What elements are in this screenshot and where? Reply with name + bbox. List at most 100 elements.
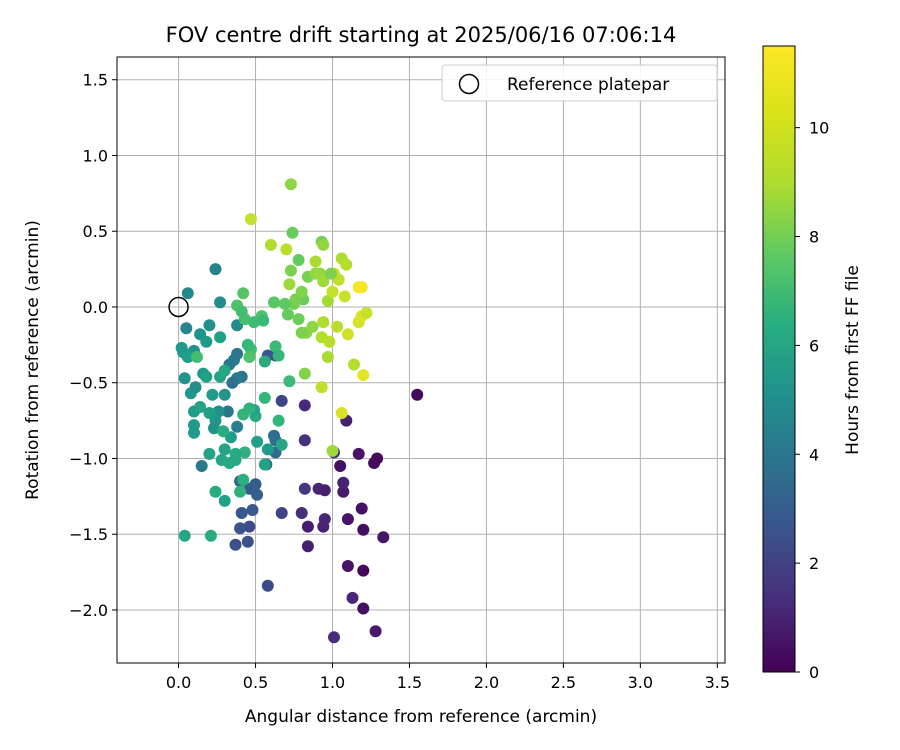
data-point [218,494,231,507]
data-point [360,307,373,319]
data-point [235,305,248,318]
data-point [335,407,348,419]
x-tick-label: 1.5 [397,673,422,692]
data-point [298,367,311,380]
data-point [229,538,242,551]
data-point [208,422,220,435]
data-point [257,314,270,327]
colorbar-tick-label: 0 [809,663,819,682]
data-point [275,438,288,451]
data-point [355,502,368,515]
data-point [237,287,250,300]
data-point [238,446,251,459]
data-point [212,405,225,418]
data-point [357,369,370,382]
data-point [231,420,244,433]
data-point [268,296,280,309]
x-tick-label: 2.0 [474,673,499,692]
y-tick-label: 1.5 [83,71,108,90]
x-tick-label: 3.5 [705,673,730,692]
data-point [328,631,340,644]
data-point [229,447,242,460]
data-point [377,531,390,544]
data-point [352,447,365,460]
x-axis-ticks: 0.0 0.5 1.0 1.5 2.0 2.5 3.0 3.5 [166,663,730,692]
data-point [411,388,424,401]
data-point [221,405,234,418]
colorbar-tick-label: 10 [809,119,829,138]
data-point [194,401,207,413]
colorbar-tick-label: 4 [809,445,819,464]
data-point [275,507,288,519]
data-point [204,529,217,542]
data-point [269,340,282,353]
data-point [280,243,293,256]
data-point [218,364,231,377]
x-tick-label: 1.0 [320,673,345,692]
data-point [243,520,256,533]
chart-title: FOV centre drift starting at 2025/06/16 … [166,23,677,47]
y-tick-label: 0.5 [83,222,108,241]
data-point [337,476,350,489]
data-point [295,326,308,339]
data-point [357,523,370,536]
data-point [243,351,256,363]
y-axis-label: Rotation from reference (arcmin) [23,220,43,500]
data-point [243,402,256,415]
data-point [231,347,244,360]
y-axis-ticks: −2.0 −1.5 −1.0 −0.5 0.0 0.5 1.0 1.5 [69,71,117,620]
data-point [283,375,296,388]
data-point [318,513,331,526]
data-point [237,473,250,486]
data-point [261,579,274,592]
data-point [317,316,330,329]
data-point [272,349,285,362]
legend: Reference platepar [441,64,718,102]
data-point [191,351,203,363]
data-point [340,258,353,271]
data-point [226,376,239,389]
data-point [317,238,330,251]
data-point [337,485,350,498]
data-point [325,267,337,280]
data-point [218,388,231,401]
data-point [272,414,285,427]
data-point [341,328,354,341]
data-point [346,591,359,604]
data-point [203,447,216,460]
data-point [178,529,191,542]
x-tick-label: 0.5 [243,673,268,692]
colorbar-label: Hours from first FF file [843,265,863,455]
data-point [321,351,334,363]
plot-frame [116,56,726,664]
data-point [188,426,200,439]
data-point [246,504,259,516]
y-tick-label: −1.0 [69,449,108,468]
data-point [341,560,354,572]
data-point [195,460,208,472]
data-point [264,238,277,251]
colorbar-tick-label: 2 [809,554,819,573]
colorbar-ticks: 0 2 4 6 8 10 [795,119,829,682]
x-tick-label: 0.0 [166,673,191,692]
data-point [295,507,308,519]
data-point [323,335,336,348]
data-point [203,319,216,332]
data-point [275,394,288,407]
data-point [318,484,331,497]
data-point [348,358,360,371]
colorbar-tick-label: 8 [809,228,819,247]
data-point [234,522,247,535]
data-point [217,425,230,438]
data-point [181,287,194,300]
data-point [218,443,231,456]
legend-marker-icon [458,73,480,95]
x-axis-label: Angular distance from reference (arcmin) [245,707,597,727]
data-point [258,458,271,471]
data-point [292,254,305,266]
colorbar-tick-label: 6 [809,336,819,355]
data-point [251,435,264,448]
data-point [284,178,297,191]
data-point [258,355,271,368]
